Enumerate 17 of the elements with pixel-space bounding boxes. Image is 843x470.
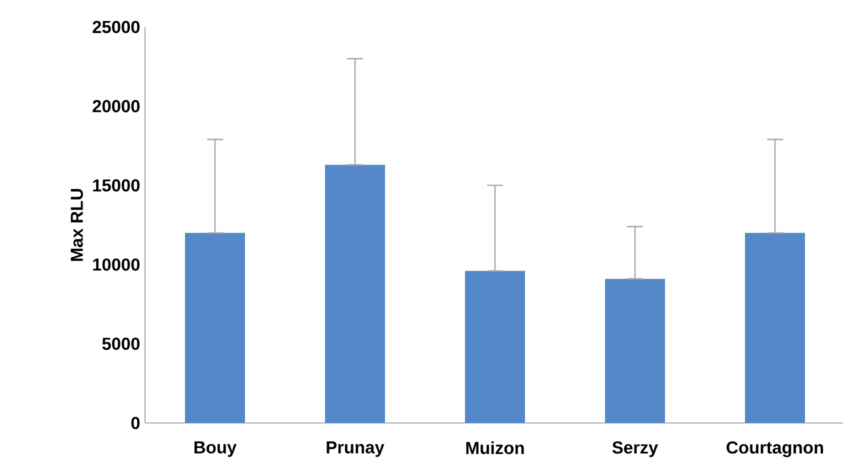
x-tick-label: Serzy bbox=[612, 441, 658, 458]
y-tick-label: 5000 bbox=[102, 338, 140, 350]
bar bbox=[325, 164, 385, 423]
x-tick-label: Bouy bbox=[194, 441, 237, 457]
y-tick-label: 15000 bbox=[93, 179, 140, 192]
y-tick-label: 10000 bbox=[93, 258, 140, 271]
x-tick-label: Prunay bbox=[326, 441, 384, 457]
y-axis-title: Max RLU bbox=[70, 188, 83, 261]
bar bbox=[744, 232, 805, 423]
x-tick-label: Muizon bbox=[466, 441, 524, 454]
y-tick-label: 20000 bbox=[92, 100, 140, 112]
bar bbox=[465, 270, 525, 423]
x-tick-label: Courtagnon bbox=[726, 441, 824, 458]
bar bbox=[604, 278, 665, 423]
y-tick-label: 25000 bbox=[92, 20, 140, 34]
bar bbox=[185, 232, 245, 423]
y-tick-label: 0 bbox=[131, 416, 140, 430]
